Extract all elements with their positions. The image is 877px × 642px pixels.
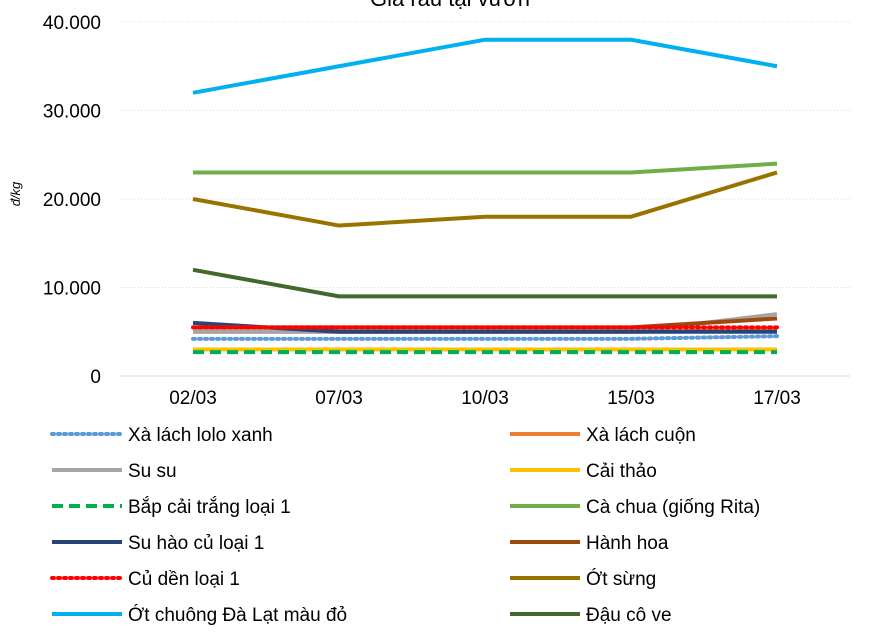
series-line [192,267,777,299]
series-line [191,334,779,341]
y-axis: 0 10.000 20.000 30.000 40.000 [43,13,101,388]
legend-label: Su hào củ loại 1 [128,533,264,554]
legend-label: Cà chua (giống Rita) [586,497,760,518]
legend-label: Su su [128,461,177,482]
x-axis: 02/03 07/03 10/03 15/03 17/03 [120,375,850,409]
series-line [193,161,778,175]
legend-label: Xà lách cuộn [586,425,696,446]
legend-label: Xà lách lolo xanh [128,425,273,446]
y-tick-label: 30.000 [43,102,101,123]
y-tick-label: 10.000 [43,279,101,300]
series-layer [191,37,779,355]
x-tick-label: 10/03 [461,388,509,409]
y-tick-label: 40.000 [43,13,101,34]
y-tick-label: 0 [90,367,101,388]
x-tick-label: 07/03 [315,388,363,409]
x-tick-label: 17/03 [753,388,801,409]
x-tick-label: 02/03 [169,388,217,409]
legend-label: Ớt sừng [586,568,656,590]
y-tick-label: 20.000 [43,190,101,211]
legend-label: Củ dền loại 1 [128,569,240,590]
chart-title: Giá rau tại vườn [370,0,530,11]
gridlines [120,21,850,288]
legend: Xà lách lolo xanh Xà lách cuộn Su su Cải th… [50,425,760,626]
legend-label: Bắp cải trắng loại 1 [128,496,291,518]
series-line [192,37,778,95]
legend-label: Đậu cô ve [586,605,672,626]
series-line [192,170,778,228]
legend-label: Hành hoa [586,533,669,554]
y-axis-label: đ/kg [8,181,23,206]
x-tick-label: 15/03 [607,388,655,409]
legend-label: Ớt chuông Đà Lạt màu đỏ [128,604,347,626]
legend-label: Cải thảo [586,461,657,482]
